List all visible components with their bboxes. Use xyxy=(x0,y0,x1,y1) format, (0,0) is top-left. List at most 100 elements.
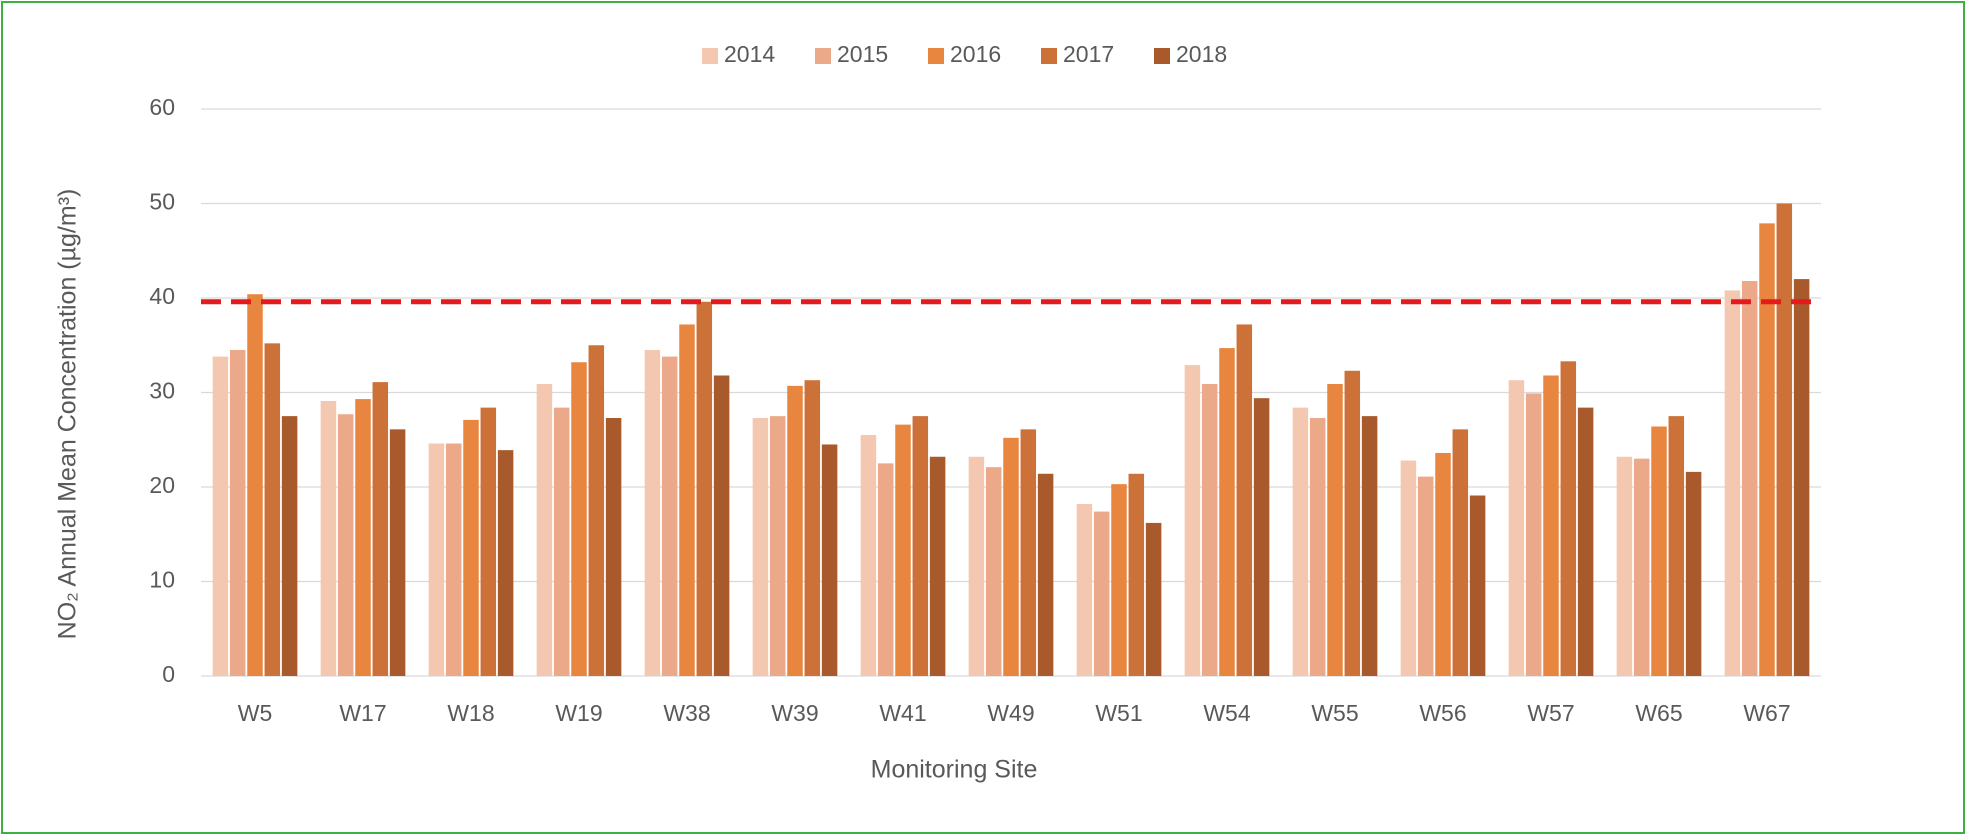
y-tick-label: 10 xyxy=(149,567,175,593)
bar xyxy=(1327,383,1343,676)
bar xyxy=(1759,223,1775,676)
bar xyxy=(1724,290,1741,676)
bar xyxy=(536,383,553,676)
x-tick-label: W18 xyxy=(447,700,494,726)
bar xyxy=(696,301,713,676)
bar xyxy=(497,450,514,676)
bar xyxy=(679,324,695,676)
bar xyxy=(1020,429,1037,676)
legend-swatch xyxy=(702,48,718,64)
bar xyxy=(355,399,371,676)
bar xyxy=(1793,279,1810,676)
bar xyxy=(804,380,821,676)
bar xyxy=(337,414,354,676)
bar xyxy=(1452,429,1469,676)
bar xyxy=(644,349,661,676)
bar xyxy=(821,444,838,676)
legend-label: 2017 xyxy=(1063,41,1114,67)
bar xyxy=(264,343,281,676)
x-tick-label: W41 xyxy=(879,700,926,726)
legend-swatch xyxy=(928,48,944,64)
x-tick-label: W39 xyxy=(771,700,818,726)
bar xyxy=(1111,484,1127,676)
bar xyxy=(1184,365,1201,676)
legend-label: 2016 xyxy=(950,41,1001,67)
y-tick-label: 50 xyxy=(149,189,175,215)
bar xyxy=(929,456,946,676)
legend-swatch xyxy=(815,48,831,64)
bar xyxy=(281,416,298,676)
y-tick-label: 30 xyxy=(149,378,175,404)
x-tick-label: W5 xyxy=(238,700,273,726)
bar xyxy=(320,401,337,676)
x-axis-title: Monitoring Site xyxy=(871,756,1038,784)
x-tick-label: W49 xyxy=(987,700,1034,726)
bar xyxy=(860,435,877,676)
bar xyxy=(1508,380,1525,676)
bar xyxy=(1616,456,1633,676)
bar xyxy=(1435,452,1451,676)
bar xyxy=(1685,471,1702,676)
bar xyxy=(553,407,570,676)
x-tick-label: W19 xyxy=(555,700,602,726)
bar xyxy=(1776,203,1793,676)
bar xyxy=(1560,361,1577,676)
bar xyxy=(372,382,389,676)
y-tick-label: 0 xyxy=(162,661,175,687)
x-tick-label: W56 xyxy=(1419,700,1466,726)
bar xyxy=(877,463,894,676)
bar xyxy=(1469,495,1486,676)
legend-label: 2018 xyxy=(1176,41,1227,67)
y-tick-label: 60 xyxy=(149,94,175,120)
bar xyxy=(1741,280,1758,676)
bar xyxy=(445,443,462,676)
bar xyxy=(1219,348,1235,676)
legend-swatch xyxy=(1154,48,1170,64)
x-tick-label: W54 xyxy=(1203,700,1251,726)
bar xyxy=(787,385,803,676)
legend-label: 2014 xyxy=(724,41,775,67)
x-tick-label: W55 xyxy=(1311,700,1358,726)
bar xyxy=(1292,407,1309,676)
bar xyxy=(389,429,406,676)
bar xyxy=(1361,416,1378,676)
bar xyxy=(1236,324,1253,676)
bar xyxy=(713,375,730,676)
bar xyxy=(1577,407,1594,676)
bar xyxy=(1417,476,1434,676)
legend-swatch xyxy=(1041,48,1057,64)
bar xyxy=(1128,473,1145,676)
bar xyxy=(1037,473,1054,676)
bar xyxy=(985,467,1002,676)
bar xyxy=(212,356,229,676)
bar xyxy=(247,294,263,676)
bar xyxy=(428,443,445,676)
bar xyxy=(1003,437,1019,676)
bar xyxy=(661,356,678,676)
bar xyxy=(769,416,786,676)
bar xyxy=(605,418,622,676)
bar xyxy=(229,349,246,676)
x-tick-label: W67 xyxy=(1743,700,1790,726)
x-tick-label: W65 xyxy=(1635,700,1682,726)
bar xyxy=(1253,398,1270,676)
bar xyxy=(1543,375,1559,676)
bar xyxy=(1633,458,1650,676)
bar xyxy=(588,345,605,676)
y-axis-title: NO₂ Annual Mean Concentration (µg/m³) xyxy=(54,189,82,640)
bar xyxy=(912,416,929,676)
bar xyxy=(571,362,587,676)
bar xyxy=(1309,418,1326,676)
bar xyxy=(752,418,769,676)
bar xyxy=(895,424,911,676)
bar xyxy=(1651,426,1667,676)
x-tick-label: W38 xyxy=(663,700,710,726)
x-tick-label: W57 xyxy=(1527,700,1574,726)
y-tick-label: 20 xyxy=(149,472,175,498)
bar xyxy=(1668,416,1685,676)
bar xyxy=(1145,522,1162,676)
x-tick-label: W17 xyxy=(339,700,386,726)
y-tick-label: 40 xyxy=(149,283,175,309)
bar xyxy=(1093,511,1110,676)
bar xyxy=(1525,393,1542,676)
